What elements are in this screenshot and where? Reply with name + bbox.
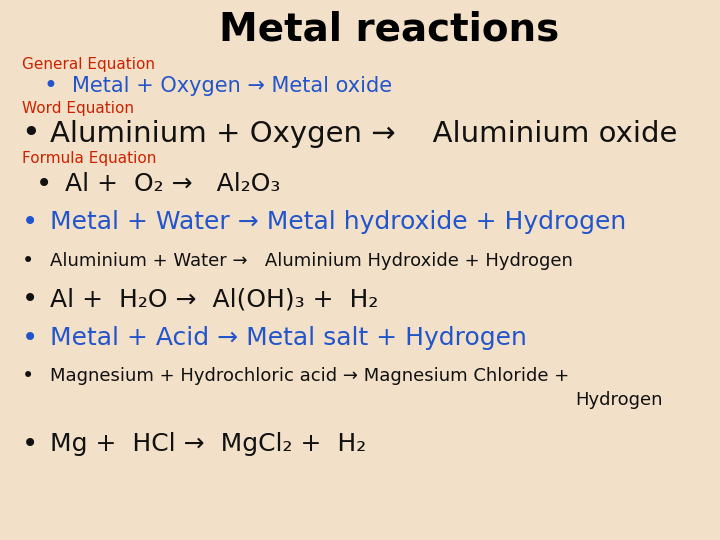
- Text: Formula Equation: Formula Equation: [22, 151, 156, 166]
- Text: Metal reactions: Metal reactions: [219, 11, 559, 49]
- Text: Hydrogen: Hydrogen: [575, 390, 662, 409]
- Text: Metal + Water → Metal hydroxide + Hydrogen: Metal + Water → Metal hydroxide + Hydrog…: [50, 211, 626, 234]
- Text: •: •: [22, 366, 34, 386]
- Text: Metal + Oxygen → Metal oxide: Metal + Oxygen → Metal oxide: [72, 76, 392, 97]
- Text: General Equation: General Equation: [22, 57, 155, 72]
- Text: •: •: [22, 285, 38, 313]
- Text: •: •: [22, 208, 38, 237]
- Text: Al +  O₂ →   Al₂O₃: Al + O₂ → Al₂O₃: [65, 172, 280, 195]
- Text: Mg +  HCl →  MgCl₂ +  H₂: Mg + HCl → MgCl₂ + H₂: [50, 432, 366, 456]
- Text: •: •: [22, 251, 34, 272]
- Text: •: •: [36, 170, 53, 198]
- Text: •: •: [22, 430, 38, 458]
- Text: Al +  H₂O →  Al(OH)₃ +  H₂: Al + H₂O → Al(OH)₃ + H₂: [50, 287, 379, 311]
- Text: Word Equation: Word Equation: [22, 100, 134, 116]
- Text: •: •: [22, 324, 38, 352]
- Text: Aluminium + Oxygen →    Aluminium oxide: Aluminium + Oxygen → Aluminium oxide: [50, 120, 678, 148]
- Text: •: •: [43, 75, 57, 98]
- Text: •: •: [22, 118, 40, 150]
- Text: Magnesium + Hydrochloric acid → Magnesium Chloride +: Magnesium + Hydrochloric acid → Magnesiu…: [50, 367, 570, 385]
- Text: Metal + Acid → Metal salt + Hydrogen: Metal + Acid → Metal salt + Hydrogen: [50, 326, 527, 350]
- Text: Aluminium + Water →   Aluminium Hydroxide + Hydrogen: Aluminium + Water → Aluminium Hydroxide …: [50, 252, 573, 271]
